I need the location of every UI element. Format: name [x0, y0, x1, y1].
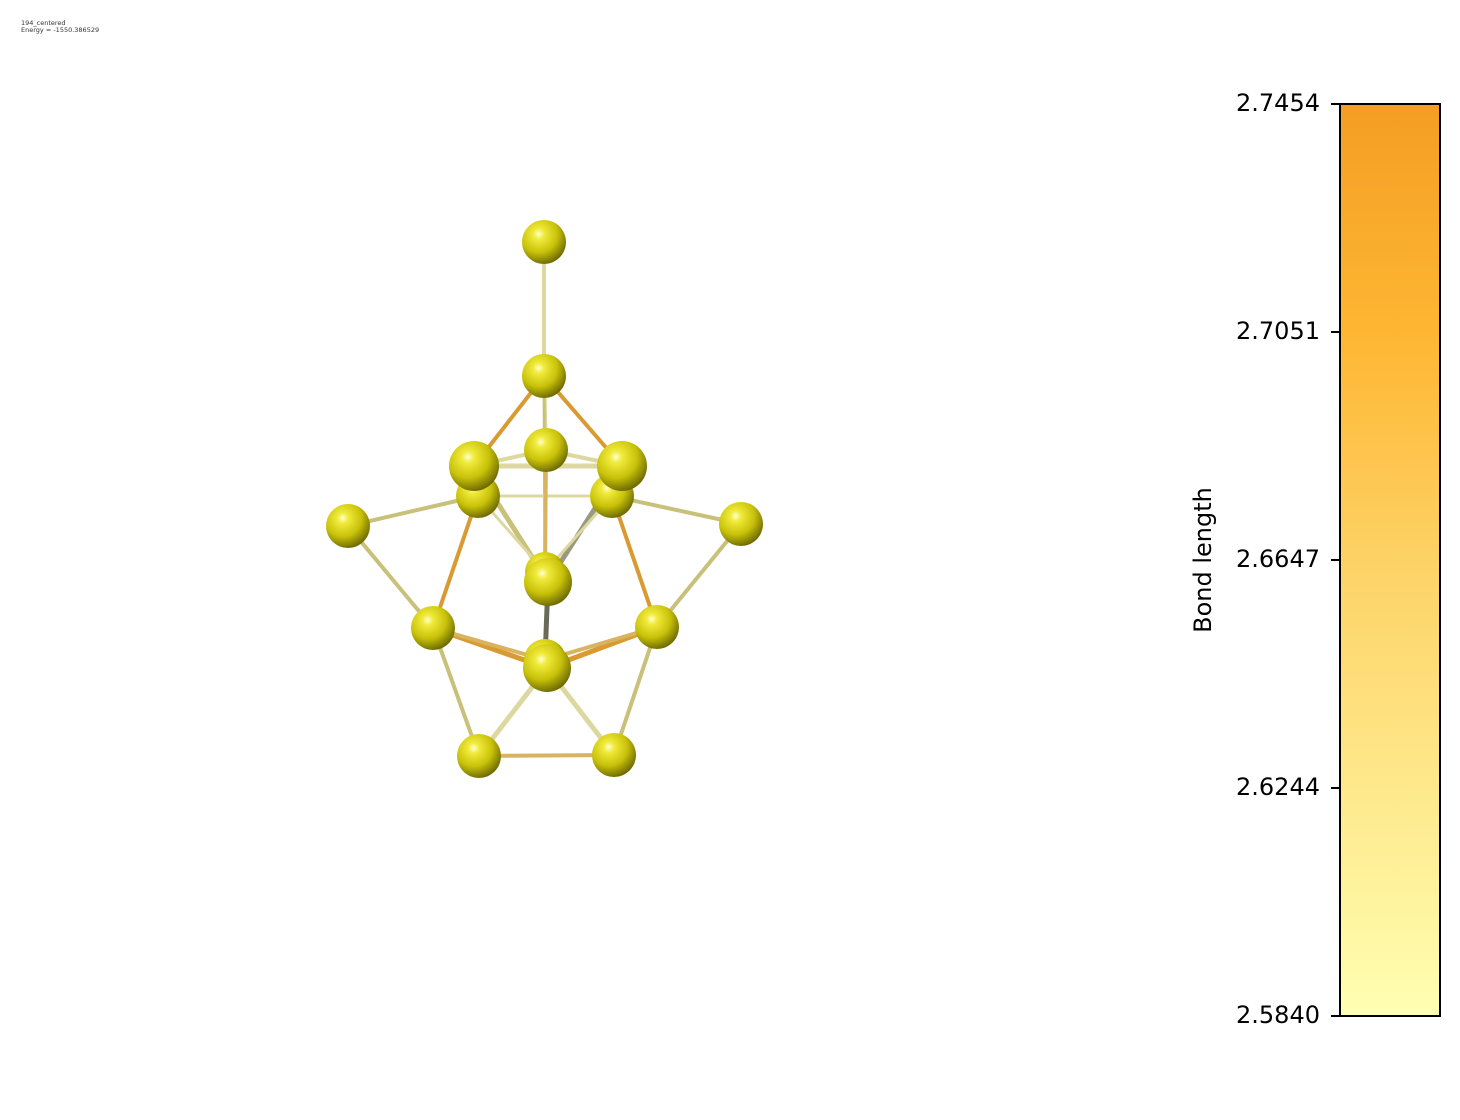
bond: [477, 753, 616, 758]
atom: [522, 354, 566, 398]
bond: [346, 524, 435, 630]
atom: [523, 644, 571, 692]
atom: [411, 606, 455, 650]
header-energy: Energy = -1550.386529: [21, 26, 100, 34]
bond: [610, 494, 659, 629]
atoms-group: [326, 220, 763, 778]
atom: [326, 504, 370, 548]
bond: [431, 626, 481, 758]
atom: [522, 220, 566, 264]
bond: [610, 494, 743, 526]
atom: [449, 441, 499, 491]
bond: [346, 494, 480, 528]
atom: [457, 734, 501, 778]
atom: [524, 558, 572, 606]
atom: [592, 733, 636, 777]
atom: [719, 502, 763, 546]
header-title: 194_centered: [21, 19, 66, 27]
atom: [597, 441, 647, 491]
bond: [612, 625, 659, 757]
bond: [655, 522, 743, 629]
atom: [635, 605, 679, 649]
header-caption: 194_centered Energy = -1550.386529: [21, 20, 99, 34]
bond: [431, 494, 480, 630]
atom: [524, 428, 568, 472]
